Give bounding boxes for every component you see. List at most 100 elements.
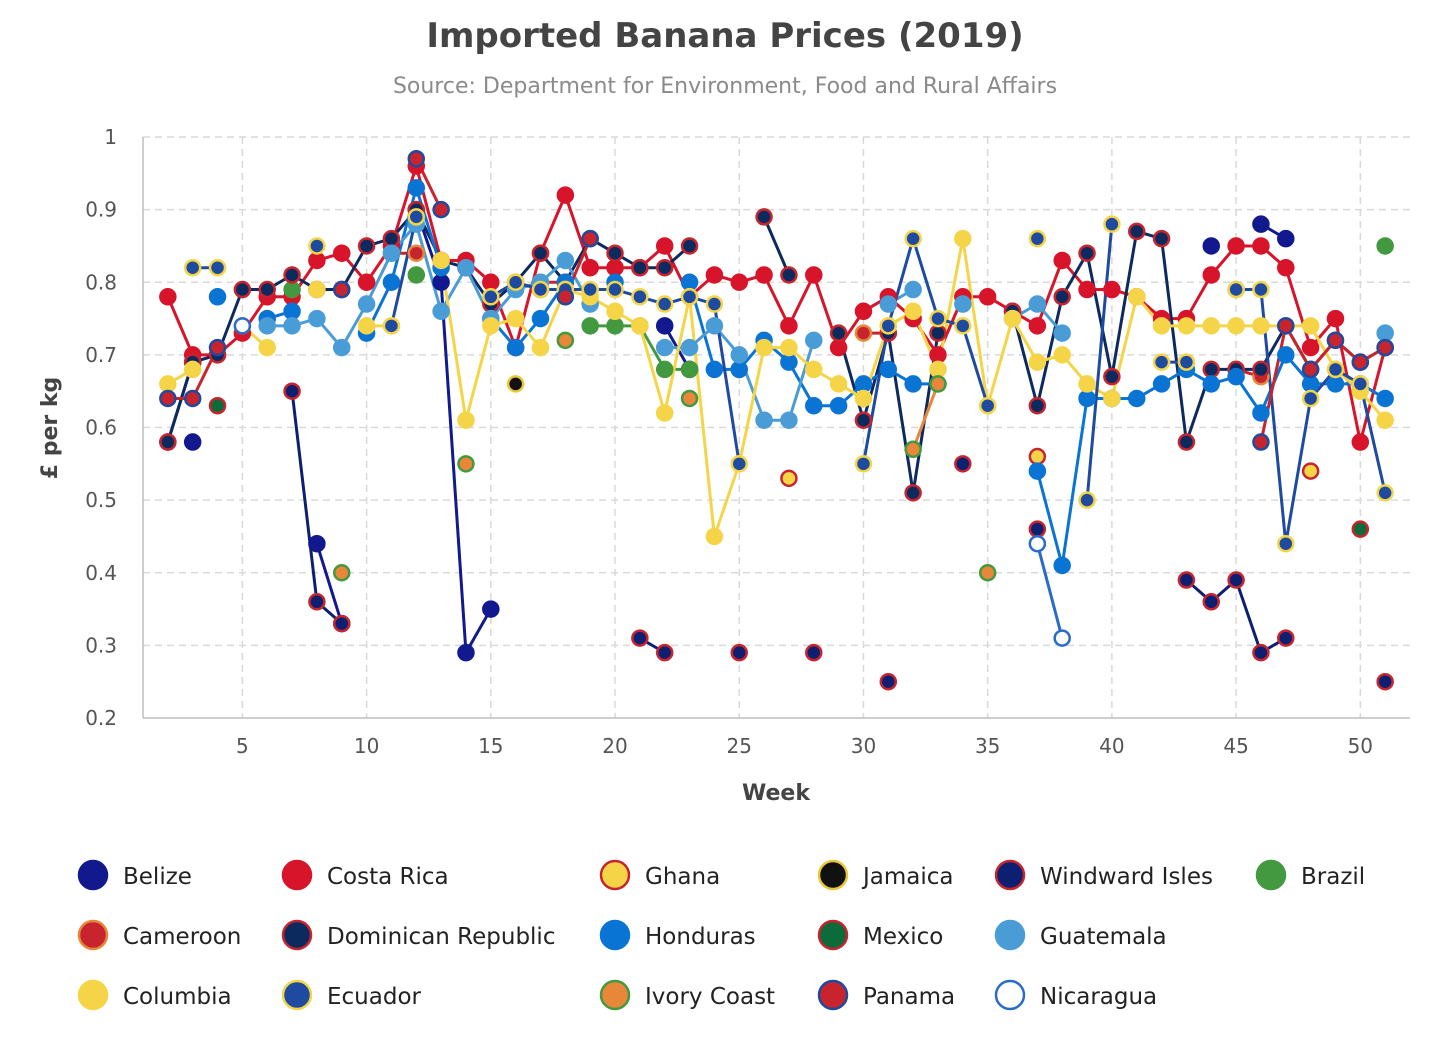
data-point-dominican-republic[interactable] [904,484,922,502]
data-point-costa-rica[interactable] [1351,433,1370,451]
data-point-dominican-republic[interactable] [233,280,252,299]
data-point-guatemala[interactable] [457,258,475,277]
data-point-honduras[interactable] [1028,462,1047,480]
data-point-columbia[interactable] [1177,317,1196,335]
data-point-dominican-republic[interactable] [159,433,177,451]
data-point-windward-isles[interactable] [954,455,972,473]
data-point-ecuador[interactable] [1103,215,1121,233]
data-point-honduras[interactable] [531,309,550,328]
data-point-mexico[interactable] [208,396,227,415]
data-point-costa-rica[interactable] [1326,309,1345,328]
data-point-dominican-republic[interactable] [258,280,276,299]
data-point-ecuador[interactable] [978,396,997,415]
data-point-guatemala[interactable] [258,317,276,335]
data-point-dominican-republic[interactable] [1028,396,1047,415]
data-point-honduras[interactable] [680,273,699,291]
data-point-belize[interactable] [457,643,475,662]
data-point-cameroon[interactable] [407,244,426,262]
data-point-ecuador[interactable] [581,280,599,299]
data-point-ecuador[interactable] [482,288,500,306]
data-point-ecuador[interactable] [1028,229,1047,248]
data-point-honduras[interactable] [1227,367,1245,386]
data-point-mexico[interactable] [1351,520,1370,538]
data-point-ecuador[interactable] [531,280,550,299]
data-point-brazil[interactable] [606,317,624,335]
data-point-windward-isles[interactable] [308,593,326,611]
data-point-brazil[interactable] [283,280,301,299]
data-point-windward-isles[interactable] [1028,520,1047,538]
legend-item-belize[interactable]: Belize [77,859,192,891]
data-point-ecuador[interactable] [1301,389,1320,408]
data-point-dominican-republic[interactable] [283,266,301,284]
data-point-honduras[interactable] [506,338,525,357]
data-point-guatemala[interactable] [680,338,699,357]
data-point-ecuador[interactable] [904,229,922,248]
data-point-windward-isles[interactable] [1202,593,1221,611]
data-point-costa-rica[interactable] [1028,317,1047,335]
data-point-windward-isles[interactable] [879,672,898,691]
data-point-belize[interactable] [1202,237,1221,255]
data-point-costa-rica[interactable] [482,273,500,291]
data-point-costa-rica[interactable] [655,237,674,255]
data-point-guatemala[interactable] [705,317,724,335]
data-point-columbia[interactable] [829,375,848,393]
data-point-columbia[interactable] [1301,317,1320,335]
data-point-ecuador[interactable] [208,258,227,277]
data-point-costa-rica[interactable] [357,273,376,291]
data-point-nicaragua[interactable] [1053,629,1071,647]
data-point-honduras[interactable] [780,353,798,371]
legend-item-dominican-republic[interactable]: Dominican Republic [281,919,555,951]
data-point-honduras[interactable] [730,360,748,379]
data-point-honduras[interactable] [805,396,823,415]
legend-item-honduras[interactable]: Honduras [599,919,756,951]
data-point-columbia[interactable] [159,375,177,393]
data-point-guatemala[interactable] [1376,324,1394,342]
data-point-panama[interactable] [159,389,177,408]
data-point-ecuador[interactable] [1152,353,1171,371]
legend-item-cameroon[interactable]: Cameroon [77,919,241,951]
data-point-guatemala[interactable] [755,411,773,429]
data-point-panama[interactable] [1326,331,1345,350]
data-point-costa-rica[interactable] [606,258,624,277]
data-point-dominican-republic[interactable] [531,244,550,262]
data-point-honduras[interactable] [1127,389,1146,408]
data-point-columbia[interactable] [457,411,475,429]
data-point-belize[interactable] [432,273,450,291]
data-point-costa-rica[interactable] [1078,280,1096,299]
data-point-dominican-republic[interactable] [854,411,873,429]
data-point-ecuador[interactable] [183,258,202,277]
data-point-ecuador[interactable] [854,455,873,473]
data-point-columbia[interactable] [929,360,947,379]
data-point-ivory-coast[interactable] [457,455,475,473]
data-point-ecuador[interactable] [1177,353,1196,371]
data-point-ecuador[interactable] [1227,280,1245,299]
data-point-ecuador[interactable] [631,288,649,306]
legend-item-costa-rica[interactable]: Costa Rica [281,859,449,891]
data-point-ecuador[interactable] [954,317,972,335]
data-point-dominican-republic[interactable] [829,324,848,342]
data-point-costa-rica[interactable] [1277,258,1295,277]
data-point-jamaica[interactable] [506,375,525,393]
data-point-honduras[interactable] [1053,556,1071,575]
data-point-cameroon[interactable] [854,324,873,342]
data-point-columbia[interactable] [1053,346,1071,364]
data-point-dominican-republic[interactable] [1202,360,1221,379]
data-point-costa-rica[interactable] [854,302,873,321]
data-point-guatemala[interactable] [730,346,748,364]
data-point-columbia[interactable] [1003,309,1022,328]
data-point-windward-isles[interactable] [1376,672,1394,691]
data-point-columbia[interactable] [432,251,450,270]
data-point-costa-rica[interactable] [705,266,724,284]
data-point-ivory-coast[interactable] [978,564,997,582]
data-point-dominican-republic[interactable] [1152,229,1171,248]
data-point-ivory-coast[interactable] [332,564,351,582]
data-point-costa-rica[interactable] [1227,237,1245,255]
data-point-ecuador[interactable] [680,288,699,306]
data-point-panama[interactable] [332,280,351,299]
data-point-ivory-coast[interactable] [904,440,922,459]
data-point-guatemala[interactable] [1028,295,1047,313]
data-point-windward-isles[interactable] [631,629,649,647]
data-point-costa-rica[interactable] [805,266,823,284]
data-point-honduras[interactable] [1277,346,1295,364]
data-point-ecuador[interactable] [655,295,674,313]
